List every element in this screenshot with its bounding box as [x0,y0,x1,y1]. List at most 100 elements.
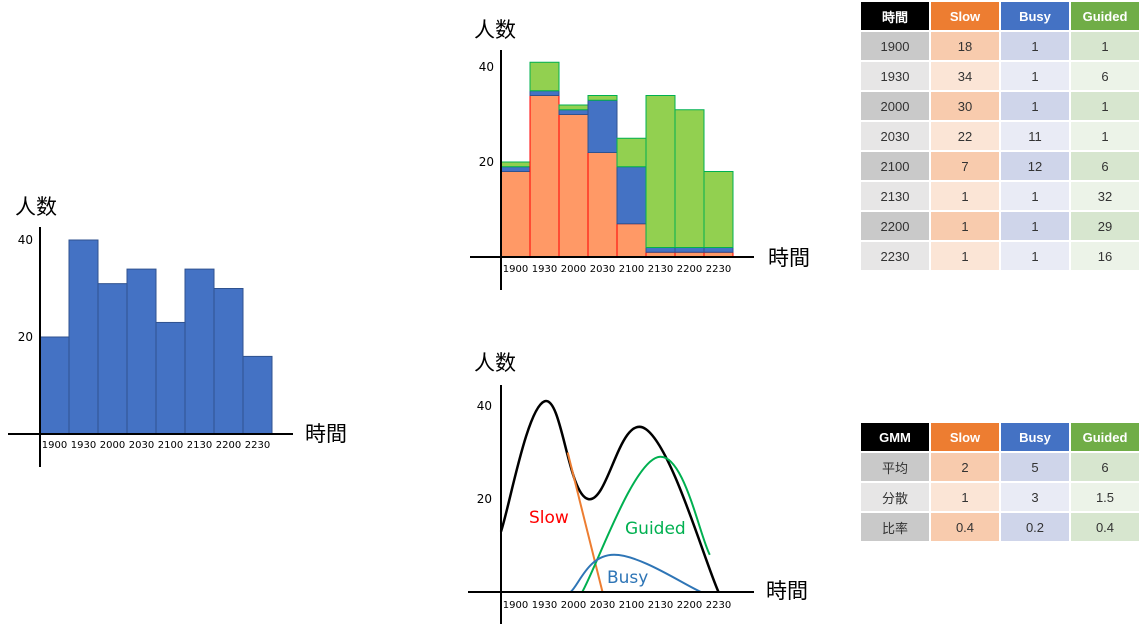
bar-slow-2000 [558,114,589,258]
bar-slow-2100 [616,223,647,258]
bar-busy-2100 [616,166,647,225]
bar-2000 [97,283,128,435]
count-table-header: 時間 Slow Busy Guided [861,2,1139,30]
count-cell: 1930 [861,62,929,90]
count-cell: 32 [1071,182,1139,210]
x-tick-label: 2100 [619,600,644,611]
x-axis-title: 時間 [305,422,347,446]
gmm-header-slow: Slow [931,423,999,451]
bar-slow-2030 [587,152,618,258]
table-row: 分散 1 3 1.5 [861,483,1139,511]
bar-busy-2200 [674,247,705,253]
bar-busy-2030 [587,99,618,153]
x-tick-label: 1900 [503,600,528,611]
count-cell: 1 [1071,122,1139,150]
table-row: 2100 7 12 6 [861,152,1139,180]
y-tick-label: 40 [479,60,494,74]
table-row: 1900 18 1 1 [861,32,1139,60]
bar-guided-1900 [500,161,531,168]
count-cell: 2000 [861,92,929,120]
count-cell: 6 [1071,62,1139,90]
gmm-cell: 6 [1071,453,1139,481]
count-cell: 1 [1071,92,1139,120]
bar-1930 [68,239,99,435]
bar-busy-1900 [500,166,531,172]
gmm-table-header: GMM Slow Busy Guided [861,423,1139,451]
gmm-cell: 0.2 [1001,513,1069,541]
count-cell: 1 [1001,212,1069,240]
bar-busy-1930 [529,90,560,96]
count-cell: 1 [1001,32,1069,60]
gmm-cell: 分散 [861,483,929,511]
table-row: 比率 0.4 0.2 0.4 [861,513,1139,541]
table-row: 2030 22 11 1 [861,122,1139,150]
bar-guided-2230 [703,171,734,248]
bar-2100 [155,321,186,435]
y-axis-title: 人数 [474,351,516,375]
count-cell: 1 [931,212,999,240]
x-tick-label: 2230 [706,600,731,611]
bar-busy-2000 [558,109,589,115]
count-cell: 1 [1001,182,1069,210]
x-tick-label: 2200 [677,264,702,275]
gmm-header-busy: Busy [1001,423,1069,451]
x-tick-label: 2230 [706,264,731,275]
table-row: 平均 2 5 6 [861,453,1139,481]
count-cell: 30 [931,92,999,120]
bar-guided-2130 [645,95,676,248]
x-tick-label: 2030 [590,600,615,611]
x-tick-label: 1900 [503,264,528,275]
gmm-cell: 0.4 [931,513,999,541]
gmm-cell: 3 [1001,483,1069,511]
gmm-header-guided: Guided [1071,423,1139,451]
count-header-busy: Busy [1001,2,1069,30]
count-cell: 2200 [861,212,929,240]
count-cell: 2100 [861,152,929,180]
y-tick-label: 20 [479,155,494,169]
table-row: 2130 1 1 32 [861,182,1139,210]
bar-2230 [242,355,273,435]
bar-guided-2200 [674,109,705,248]
x-tick-label: 2130 [648,600,673,611]
gmm-table: GMM Slow Busy Guided 平均 2 5 6 分散 1 3 1.5… [859,421,1141,543]
x-tick-label: 1930 [532,264,557,275]
bar-busy-2130 [645,247,676,253]
x-tick-label: 1930 [71,440,96,451]
y-axis-title: 人数 [15,195,57,219]
bar-guided-2000 [558,104,589,111]
count-cell: 1 [1071,32,1139,60]
x-axis-title: 時間 [768,246,810,270]
count-cell: 12 [1001,152,1069,180]
x-tick-label: 2100 [158,440,183,451]
curve-busy [569,553,702,593]
x-tick-label: 2030 [590,264,615,275]
bar-slow-1930 [529,95,560,258]
bar-2030 [126,268,157,435]
gmm-cell: 1 [931,483,999,511]
table-row: 2200 1 1 29 [861,212,1139,240]
gmm-cell: 0.4 [1071,513,1139,541]
count-cell: 1 [1001,92,1069,120]
count-cell: 6 [1071,152,1139,180]
y-tick-label: 20 [477,492,492,506]
count-cell: 11 [1001,122,1069,150]
count-cell: 18 [931,32,999,60]
gmm-cell: 1.5 [1071,483,1139,511]
x-tick-label: 2130 [648,264,673,275]
x-tick-label: 2200 [216,440,241,451]
x-tick-label: 2000 [100,440,125,451]
bar-2130 [184,268,215,435]
gmm-cell: 比率 [861,513,929,541]
annotation-busy: Busy [607,568,648,588]
bar-slow-1900 [500,171,531,258]
y-axis-title: 人数 [474,18,516,42]
count-cell: 34 [931,62,999,90]
x-axis-title: 時間 [766,579,808,603]
count-header-time: 時間 [861,2,929,30]
y-tick-label: 40 [18,233,33,247]
annotation-slow: Slow [529,508,569,528]
x-tick-label: 2130 [187,440,212,451]
count-header-slow: Slow [931,2,999,30]
curve-total [499,400,720,593]
